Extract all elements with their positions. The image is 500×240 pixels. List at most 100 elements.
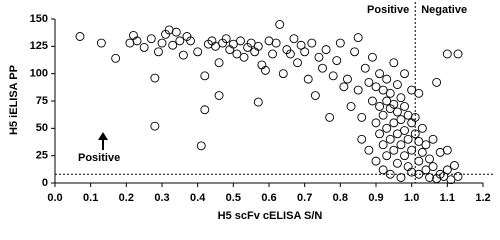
annotation: Positive [367,4,409,16]
point [339,82,349,92]
x-tick-label: 0.4 [190,192,206,204]
point [417,123,427,133]
y-tick-label: 25 [36,150,48,162]
point [271,38,281,48]
point [343,74,352,84]
point [350,47,360,57]
point [314,52,324,62]
point [382,96,392,106]
x-tick-label: 0.3 [154,192,169,204]
point [150,121,160,131]
point [400,151,409,161]
point [332,56,342,65]
point [414,88,424,98]
point [389,58,399,68]
point [421,140,431,150]
point [442,49,452,59]
point [353,85,363,95]
point [278,69,288,79]
y-tick-label: 75 [36,95,48,107]
point [389,99,399,109]
point [414,137,424,146]
y-tick-label: 50 [36,122,48,134]
x-tick-label: 0.2 [119,192,134,204]
point [403,162,413,172]
point [132,36,142,46]
point [214,91,224,100]
point [200,71,210,81]
point [396,115,406,125]
point [253,97,263,107]
point [328,71,338,81]
point [139,42,149,52]
point [407,118,417,128]
point [389,145,399,155]
point [414,156,424,166]
point [268,49,278,59]
point [382,74,392,84]
point [157,38,167,48]
point [111,53,121,63]
point [392,80,402,90]
point [428,134,438,144]
y-tick-label: 0 [42,177,48,189]
point [382,151,392,161]
point [175,36,185,46]
point [168,40,178,50]
point [325,112,335,122]
x-tick-label: 0.1 [83,192,98,204]
point [260,65,270,75]
point [360,63,370,73]
point [257,60,267,70]
point [196,141,206,151]
x-axis-label: H5 scFv cELISA S/N [218,210,323,222]
point [375,69,385,79]
point [378,110,388,120]
point [407,145,417,155]
x-tick-label: 0.6 [261,192,276,204]
point [171,27,181,37]
point [96,38,106,48]
point [410,129,420,139]
point [400,102,409,111]
point [246,38,256,48]
x-tick-label: 0.9 [368,192,383,204]
point [289,34,299,44]
point [150,73,160,83]
point [385,88,395,98]
point [378,85,388,95]
point [382,123,392,133]
point [250,47,260,57]
point [407,85,417,95]
point [396,140,406,150]
point [214,58,224,68]
point [417,147,427,157]
point [410,112,420,122]
point [371,156,381,166]
point [442,145,452,155]
point [421,165,431,175]
point [385,134,395,144]
point [200,105,210,115]
point [375,129,385,139]
x-tick-label: 1.2 [475,192,490,204]
point [300,47,310,57]
point [321,45,331,55]
chart: H5 scFv cELISA S/N H5 iELISA PP 0.0 0.1 0.… [8,2,495,222]
point [293,58,302,68]
point [367,52,377,62]
y-tick-label: 100 [30,68,48,80]
point [228,39,238,49]
point [385,169,395,179]
point [414,169,424,179]
point [236,36,245,46]
point [400,69,409,79]
point [453,171,463,181]
point [357,134,367,144]
point [396,173,406,182]
x-tick-label: 1.0 [404,192,419,204]
point [425,154,434,164]
point [75,32,85,41]
point [392,107,402,117]
point [378,140,388,150]
